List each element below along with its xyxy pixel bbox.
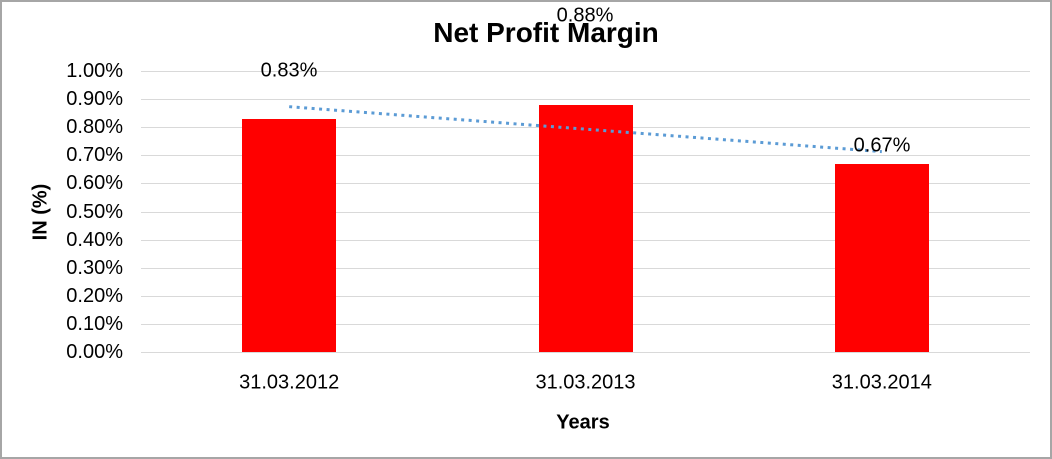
y-axis-tick-label: 0.00%: [66, 341, 123, 363]
y-axis-tick-label: 0.40%: [66, 228, 123, 251]
bar-31.03.2014: [834, 163, 929, 352]
y-axis-tick-label: 0.80%: [66, 116, 123, 139]
gridline: [141, 352, 1030, 353]
data-label: 0.88%: [556, 4, 614, 27]
x-axis-title: Years: [556, 411, 610, 434]
chart-title: Net Profit Margin: [433, 17, 659, 48]
gridline: [141, 71, 1030, 72]
x-axis-tick-label: 31.03.2012: [239, 371, 340, 394]
y-axis-tick-label: 0.90%: [66, 88, 123, 111]
data-label: 0.83%: [260, 59, 318, 82]
y-axis-tick-label: 0.20%: [66, 284, 123, 307]
data-label: 0.67%: [853, 134, 911, 157]
x-axis-tick-label: 31.03.2014: [831, 371, 932, 394]
y-axis-tick-label: 1.00%: [66, 60, 123, 82]
y-axis-tick-label: 0.70%: [66, 144, 123, 167]
bar-31.03.2012: [242, 118, 337, 352]
y-axis-tick-label: 0.10%: [66, 312, 123, 335]
y-axis-tick-label: 0.50%: [66, 200, 123, 223]
gridline: [141, 99, 1030, 101]
x-axis-tick-label: 31.03.2013: [535, 371, 636, 394]
y-axis-tick-label: 0.30%: [66, 256, 123, 279]
y-axis-tick-label: 0.60%: [66, 172, 123, 195]
bar-31.03.2013: [538, 104, 633, 352]
